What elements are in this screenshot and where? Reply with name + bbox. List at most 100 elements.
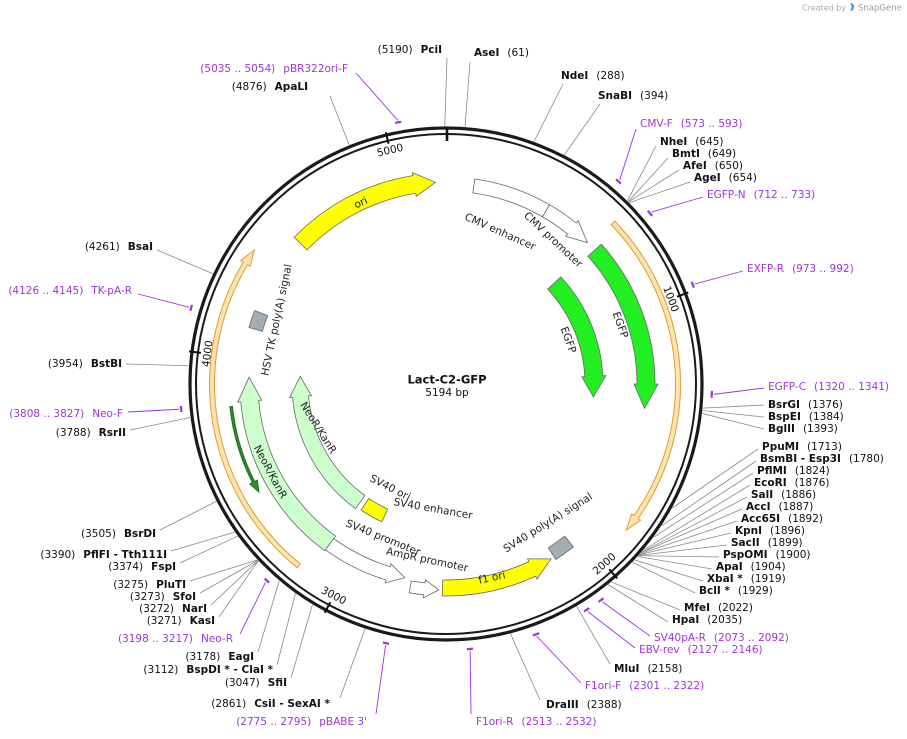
annotation-arc	[610, 220, 681, 532]
enzyme-leader	[218, 560, 259, 618]
enzyme-label-part: (1896)	[770, 525, 805, 537]
enzyme-leader	[638, 544, 728, 556]
enzyme-label: MluI (2158)	[614, 663, 682, 675]
feature-arrow	[288, 375, 366, 510]
backbone-outer	[188, 126, 704, 642]
enzyme-leader	[533, 83, 564, 142]
enzyme-label: (4261) BsaI	[85, 241, 153, 253]
enzyme-label-part: BsmBI - Esp3I	[760, 453, 841, 465]
primer-label-part: (3808 .. 3827)	[9, 408, 84, 420]
enzyme-label-part: (1887)	[778, 501, 813, 513]
enzyme-label-part: BstBI	[91, 358, 122, 370]
primer-label: (3808 .. 3827) Neo-F	[9, 408, 123, 420]
primer-mark	[179, 405, 183, 413]
primer-label-part: (2127 .. 2146)	[688, 644, 763, 656]
enzyme-label-part: (288)	[596, 70, 624, 82]
enzyme-leader	[125, 363, 189, 367]
enzyme-label: BglII (1393)	[768, 423, 838, 435]
primer-leader	[127, 408, 180, 413]
enzyme-label-part: BsrDI	[124, 528, 156, 540]
enzyme-label-part: (645)	[695, 136, 723, 148]
enzyme-label-part: (3112)	[143, 664, 178, 676]
enzyme-label: AccI (1887)	[746, 501, 813, 513]
enzyme-label-part: (3271)	[147, 615, 182, 627]
primer-leader	[375, 645, 387, 715]
enzyme-label-part: (3178)	[185, 651, 220, 663]
primer-label: EGFP-C (1320 .. 1341)	[768, 381, 889, 393]
primer-label: EXFP-R (973 .. 992)	[747, 263, 854, 275]
brand-logo	[850, 3, 854, 11]
enzyme-label-part: (4261)	[85, 241, 120, 253]
scale-tick-label: 2000	[591, 551, 619, 578]
enzyme-label-part: KasI	[190, 615, 215, 627]
primer-mark	[466, 647, 474, 651]
enzyme-label-part: (5190)	[378, 44, 413, 56]
enzyme-label-part: BspDI * - ClaI *	[186, 664, 273, 676]
enzyme-label-part: NheI	[660, 136, 687, 148]
enzyme-leader	[637, 556, 713, 570]
enzyme-label-part: PspOMI	[723, 549, 768, 561]
enzyme-label: BsrGI (1376)	[768, 399, 843, 411]
enzyme-label-part: (1780)	[849, 453, 884, 465]
enzyme-label-part: NdeI	[561, 70, 588, 82]
feature-arrow	[324, 537, 406, 584]
enzyme-label: (4876) ApaLI	[232, 81, 308, 93]
enzyme-label-part: BspEI	[768, 411, 801, 423]
primer-label: (3198 .. 3217) Neo-R	[118, 633, 233, 645]
primer-label-part: (973 .. 992)	[792, 263, 854, 275]
enzyme-label-part: BglII	[768, 423, 795, 435]
enzyme-label-part: NarI	[182, 603, 207, 615]
enzyme-label: AgeI (654)	[694, 172, 757, 184]
enzyme-label-part: (61)	[507, 47, 529, 59]
enzyme-label-part: MluI	[614, 663, 639, 675]
enzyme-label-part: (3954)	[48, 358, 83, 370]
feature-arrow	[441, 558, 552, 597]
enzyme-leader	[632, 561, 696, 594]
enzyme-label: (3178) EagI	[185, 651, 254, 663]
enzyme-leader	[339, 628, 366, 699]
scale-tick	[608, 568, 618, 580]
enzyme-label: (3047) SfiI	[225, 677, 287, 689]
feature-arrow	[293, 171, 437, 251]
enzyme-label-part: MfeI	[684, 602, 710, 614]
enzyme-label-part: EagI	[228, 651, 254, 663]
enzyme-label-part: (1899)	[768, 537, 803, 549]
enzyme-leader	[661, 460, 757, 527]
primer-label: CMV-F (573 .. 593)	[640, 118, 742, 130]
primer-label-part: Neo-R	[201, 633, 233, 645]
enzyme-leader	[628, 157, 669, 202]
enzyme-label-part: (1713)	[807, 441, 842, 453]
enzyme-label-part: EcoRI	[754, 477, 787, 489]
enzyme-label-part: SfoI	[173, 591, 196, 603]
primer-label: F1ori-R (2513 .. 2532)	[476, 716, 596, 728]
enzyme-label-part: (650)	[715, 160, 743, 172]
enzyme-leader	[210, 560, 259, 606]
enzyme-label: NdeI (288)	[561, 70, 625, 82]
enzyme-label-part: BsaI	[128, 241, 153, 253]
enzyme-leader	[576, 606, 611, 665]
primer-mark	[532, 632, 540, 637]
enzyme-label: (3271) KasI	[147, 615, 215, 627]
enzyme-label-part: (1892)	[788, 513, 823, 525]
enzyme-label-part: SfiI	[268, 677, 287, 689]
enzyme-label: PpuMI (1713)	[762, 441, 842, 453]
enzyme-leader	[156, 249, 213, 274]
enzyme-leader	[464, 61, 471, 127]
enzyme-label-part: XbaI *	[707, 573, 743, 585]
primer-label-part: (573 .. 593)	[681, 118, 743, 130]
primer-leader	[601, 601, 651, 637]
enzyme-leader	[672, 448, 759, 509]
enzyme-label-part: (1886)	[781, 489, 816, 501]
primer-label-part: pBABE 3'	[319, 716, 367, 728]
primer-label-part: F1ori-R	[476, 716, 513, 728]
primer-mark	[583, 607, 590, 613]
annotation-arc	[209, 248, 301, 569]
enzyme-label-part: PluTI	[156, 579, 186, 591]
scale-tick-label: 3000	[319, 584, 348, 607]
enzyme-label-part: (3505)	[81, 528, 116, 540]
enzyme-label-part: AccI	[746, 501, 770, 513]
enzyme-label: PspOMI (1900)	[723, 549, 810, 561]
enzyme-label-part: (3272)	[139, 603, 174, 615]
enzyme-leader	[634, 559, 704, 582]
